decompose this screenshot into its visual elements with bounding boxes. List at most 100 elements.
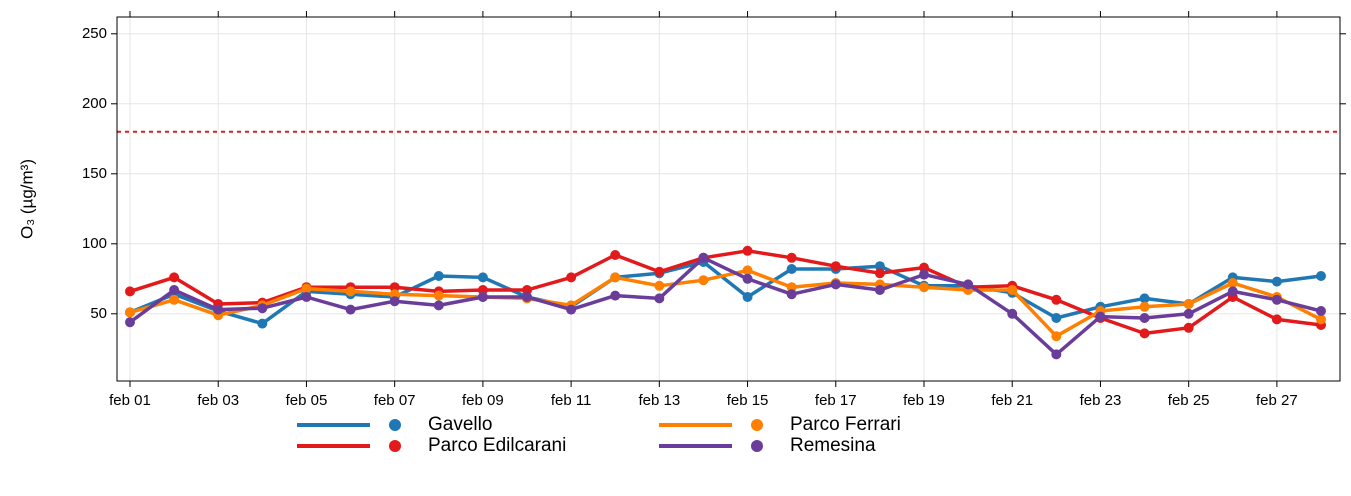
data-point bbox=[301, 283, 312, 294]
data-point bbox=[1183, 299, 1194, 309]
y-tick-label: 50 bbox=[90, 305, 107, 322]
data-point bbox=[1139, 293, 1150, 304]
data-point bbox=[919, 262, 929, 273]
data-point bbox=[477, 285, 488, 295]
data-point bbox=[1227, 278, 1238, 288]
data-point bbox=[1095, 311, 1106, 322]
data-point bbox=[522, 285, 532, 295]
series-line bbox=[129, 268, 1322, 338]
data-point bbox=[213, 304, 224, 315]
data-point bbox=[698, 275, 709, 286]
data-point bbox=[742, 265, 753, 276]
data-point bbox=[169, 285, 180, 295]
y-tick-label: 250 bbox=[82, 25, 107, 42]
data-point bbox=[125, 307, 135, 318]
x-tick-label: feb 27 bbox=[1256, 392, 1298, 409]
legend-label: Parco Ferrari bbox=[790, 414, 901, 435]
data-point bbox=[963, 279, 974, 290]
data-point bbox=[257, 303, 268, 314]
series-line bbox=[129, 260, 1322, 326]
x-tick-label: feb 19 bbox=[903, 392, 945, 409]
data-point bbox=[301, 292, 312, 302]
series-line bbox=[129, 249, 1322, 336]
data-point bbox=[786, 252, 797, 263]
data-point bbox=[1139, 313, 1150, 323]
x-tick-label: feb 01 bbox=[109, 392, 151, 409]
data-point bbox=[874, 285, 885, 295]
data-point bbox=[125, 286, 135, 297]
data-point bbox=[1051, 349, 1062, 360]
data-point bbox=[1051, 294, 1062, 305]
data-point bbox=[786, 289, 797, 300]
data-point bbox=[477, 272, 488, 283]
data-point bbox=[742, 245, 753, 256]
data-point bbox=[1139, 328, 1150, 339]
legend-label: Gavello bbox=[428, 414, 492, 435]
data-point bbox=[742, 292, 753, 302]
data-point bbox=[654, 280, 665, 291]
data-point bbox=[610, 290, 621, 301]
data-point bbox=[1051, 331, 1062, 342]
data-point bbox=[654, 266, 665, 277]
data-point bbox=[1007, 285, 1018, 295]
data-point bbox=[919, 269, 929, 280]
data-point bbox=[566, 272, 577, 283]
data-point bbox=[389, 282, 400, 293]
x-tick-label: feb 11 bbox=[551, 392, 592, 409]
data-point bbox=[433, 290, 444, 301]
x-tick-label: feb 05 bbox=[286, 392, 328, 409]
plot-frame bbox=[116, 16, 1341, 382]
x-tick-label: feb 25 bbox=[1168, 392, 1210, 409]
y-axis-label: O₃ (µg/m³) bbox=[17, 159, 36, 239]
x-tick-label: feb 09 bbox=[462, 392, 504, 409]
x-tick-label: feb 07 bbox=[374, 392, 416, 409]
data-point bbox=[345, 286, 356, 297]
data-point bbox=[1183, 322, 1194, 333]
data-point bbox=[919, 282, 929, 293]
data-point bbox=[566, 304, 577, 315]
data-point bbox=[433, 271, 444, 281]
data-point bbox=[389, 289, 400, 300]
y-tick-label: 150 bbox=[82, 165, 107, 182]
legend-dot bbox=[751, 419, 763, 431]
x-tick-label: feb 03 bbox=[197, 392, 239, 409]
data-point bbox=[610, 272, 621, 283]
data-point bbox=[257, 318, 268, 329]
data-point bbox=[169, 272, 180, 283]
data-point bbox=[874, 268, 885, 279]
data-point bbox=[1271, 276, 1282, 287]
legend-dot bbox=[389, 419, 401, 431]
data-point bbox=[522, 292, 532, 302]
legend-dot bbox=[389, 440, 401, 452]
data-point bbox=[1316, 306, 1326, 316]
legend-dot bbox=[751, 440, 763, 452]
data-point bbox=[1271, 294, 1282, 305]
data-point bbox=[1007, 308, 1018, 319]
data-point bbox=[125, 317, 135, 328]
data-point bbox=[830, 279, 841, 290]
x-tick-label: feb 17 bbox=[815, 392, 857, 409]
data-point bbox=[830, 261, 841, 272]
data-point bbox=[654, 293, 665, 304]
data-point bbox=[1316, 314, 1326, 325]
y-tick-label: 100 bbox=[82, 235, 107, 252]
data-point bbox=[1051, 313, 1062, 323]
y-tick-label: 200 bbox=[82, 95, 107, 112]
x-tick-label: feb 15 bbox=[727, 392, 769, 409]
legend-label: Parco Edilcarani bbox=[428, 435, 566, 456]
data-point bbox=[1271, 314, 1282, 325]
data-point bbox=[786, 282, 797, 293]
data-point bbox=[345, 304, 356, 315]
data-point bbox=[389, 296, 400, 307]
data-point bbox=[1227, 286, 1238, 297]
data-point bbox=[874, 261, 885, 272]
x-tick-label: feb 21 bbox=[991, 392, 1033, 409]
data-point bbox=[698, 252, 709, 263]
data-point bbox=[1316, 271, 1326, 281]
data-point bbox=[433, 300, 444, 311]
data-point bbox=[1183, 308, 1194, 319]
data-point bbox=[477, 292, 488, 302]
x-tick-label: feb 23 bbox=[1080, 392, 1122, 409]
x-tick-label: feb 13 bbox=[638, 392, 680, 409]
